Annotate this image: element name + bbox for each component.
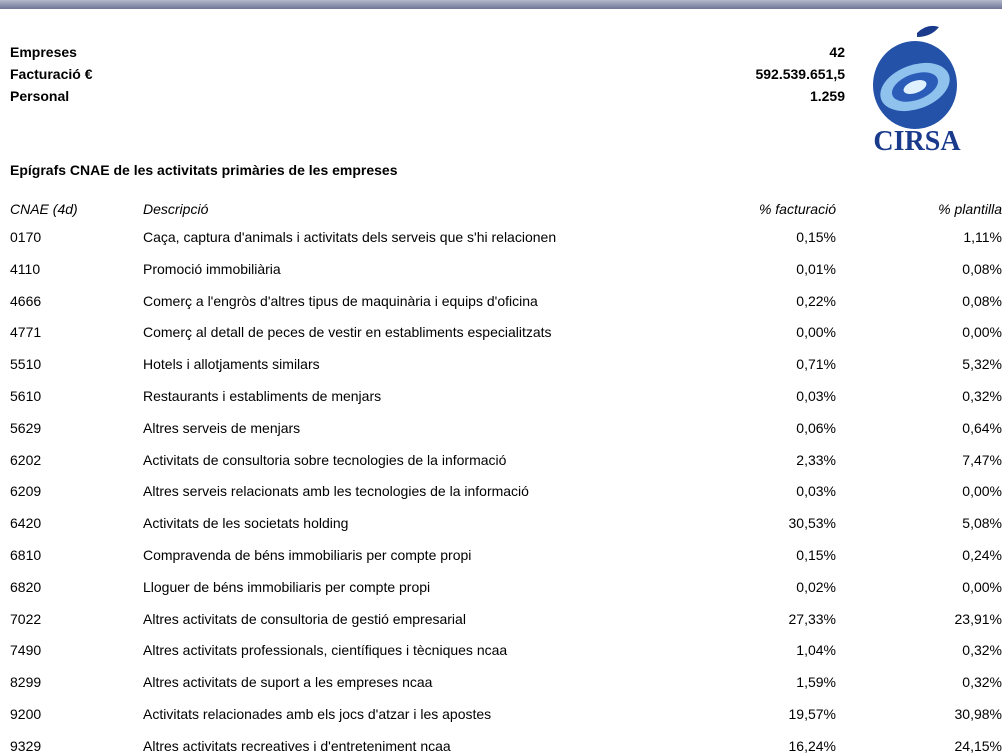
table-cell: 8299 [10, 674, 42, 691]
table-cell: 1,04% [796, 642, 836, 659]
column-header: % facturació [758, 201, 836, 217]
table-cell: 16,24% [788, 737, 836, 754]
table-cell: 0,64% [962, 419, 1002, 436]
table-cell: 6420 [10, 515, 42, 532]
table-cell: 0,08% [962, 292, 1002, 309]
table-cell: 0,32% [962, 674, 1002, 691]
table-cell: 2,33% [796, 451, 836, 468]
table-cell: 0,32% [962, 388, 1002, 404]
table-cell: Altres serveis relacionats amb les tecno… [143, 483, 529, 500]
table-cell: Altres activitats professionals, científ… [143, 642, 508, 659]
table-cell: 0,02% [796, 578, 836, 595]
table-cell: Restaurants i establiments de menjars [143, 388, 382, 404]
table-cell: 30,53% [788, 515, 836, 532]
table-cell: 0,00% [962, 483, 1002, 500]
table-cell: Altres activitats recreatives i d'entret… [143, 737, 451, 754]
table-cell: 24,15% [954, 737, 1002, 754]
table-cell: 0,00% [962, 324, 1002, 341]
table-cell: 6202 [10, 451, 42, 468]
table-cell: Caça, captura d'animals i activitats del… [143, 229, 557, 245]
table-cell: Comerç a l'engròs d'altres tipus de maqu… [143, 292, 538, 309]
table-cell: 5,32% [962, 356, 1002, 373]
table-cell: 4110 [10, 260, 41, 277]
table-cell: 0,08% [962, 260, 1002, 277]
column-header: CNAE (4d) [10, 201, 78, 217]
table-cell: 0,06% [796, 419, 836, 436]
section-title: Epígrafs CNAE de les activitats primàrie… [10, 162, 398, 178]
table-cell: 7490 [10, 642, 42, 659]
table-cell: 1,11% [963, 229, 1002, 245]
table-cell: 7,47% [962, 451, 1002, 468]
column-header: Descripció [143, 201, 209, 217]
table-cell: 0,01% [796, 260, 836, 277]
column-header: % plantilla [938, 201, 1002, 217]
summary-value: 42 [829, 44, 845, 60]
summary-value: 1.259 [809, 88, 845, 104]
table-cell: Activitats de les societats holding [143, 515, 349, 532]
table-cell: Lloguer de béns immobiliaris per compte … [143, 578, 431, 595]
table-cell: Altres serveis de menjars [143, 419, 301, 436]
table-cell: Altres activitats de suport a les empres… [143, 674, 433, 691]
logo-text: CIRSA [873, 126, 961, 155]
table-cell: 0,03% [796, 388, 836, 404]
table-cell: 5610 [10, 388, 42, 404]
table-cell: Activitats relacionades amb els jocs d'a… [143, 706, 492, 722]
table-cell: 4666 [10, 292, 42, 309]
table-cell: 0170 [10, 229, 42, 245]
table-cell: Comerç al detall de peces de vestir en e… [143, 324, 552, 341]
table-cell: 0,00% [962, 578, 1002, 595]
table-cell: 5,08% [962, 515, 1002, 532]
table-cell: 0,32% [962, 642, 1002, 659]
table-cell: 1,59% [796, 674, 836, 691]
summary-label: Personal [10, 88, 70, 104]
table-cell: 6820 [10, 578, 42, 595]
table-cell: 0,71% [796, 356, 836, 373]
table-cell: 0,15% [796, 229, 836, 245]
table-cell: Compravenda de béns immobiliaris per com… [143, 547, 472, 563]
table-cell: 0,24% [962, 547, 1002, 563]
top-bar [0, 0, 1002, 9]
table-cell: 27,33% [788, 610, 836, 627]
summary-label: Facturació € [10, 66, 93, 82]
table-cell: 23,91% [954, 610, 1002, 627]
table-cell: 0,03% [796, 483, 836, 500]
table-cell: Promoció immobiliària [143, 260, 281, 277]
table-cell: 0,15% [796, 547, 836, 563]
table-cell: 6209 [10, 483, 42, 500]
table-cell: 9329 [10, 737, 42, 754]
table-cell: 0,22% [796, 292, 836, 309]
summary-label: Empreses [10, 44, 77, 60]
summary-value: 592.539.651,5 [755, 66, 845, 82]
table-cell: 6810 [10, 547, 42, 563]
table-cell: 4771 [10, 324, 42, 341]
table-cell: Hotels i allotjaments similars [143, 356, 320, 373]
table-cell: 5510 [10, 356, 42, 373]
table-cell: 5629 [10, 419, 42, 436]
table-cell: 9200 [10, 706, 42, 722]
table-cell: Altres activitats de consultoria de gest… [143, 610, 466, 627]
table-cell: 30,98% [954, 706, 1002, 722]
table-cell: 7022 [10, 610, 42, 627]
table-cell: Activitats de consultoria sobre tecnolog… [143, 451, 507, 468]
table-cell: 0,00% [796, 324, 836, 341]
table-cell: 19,57% [788, 706, 836, 722]
logo: CIRSA [873, 25, 961, 155]
